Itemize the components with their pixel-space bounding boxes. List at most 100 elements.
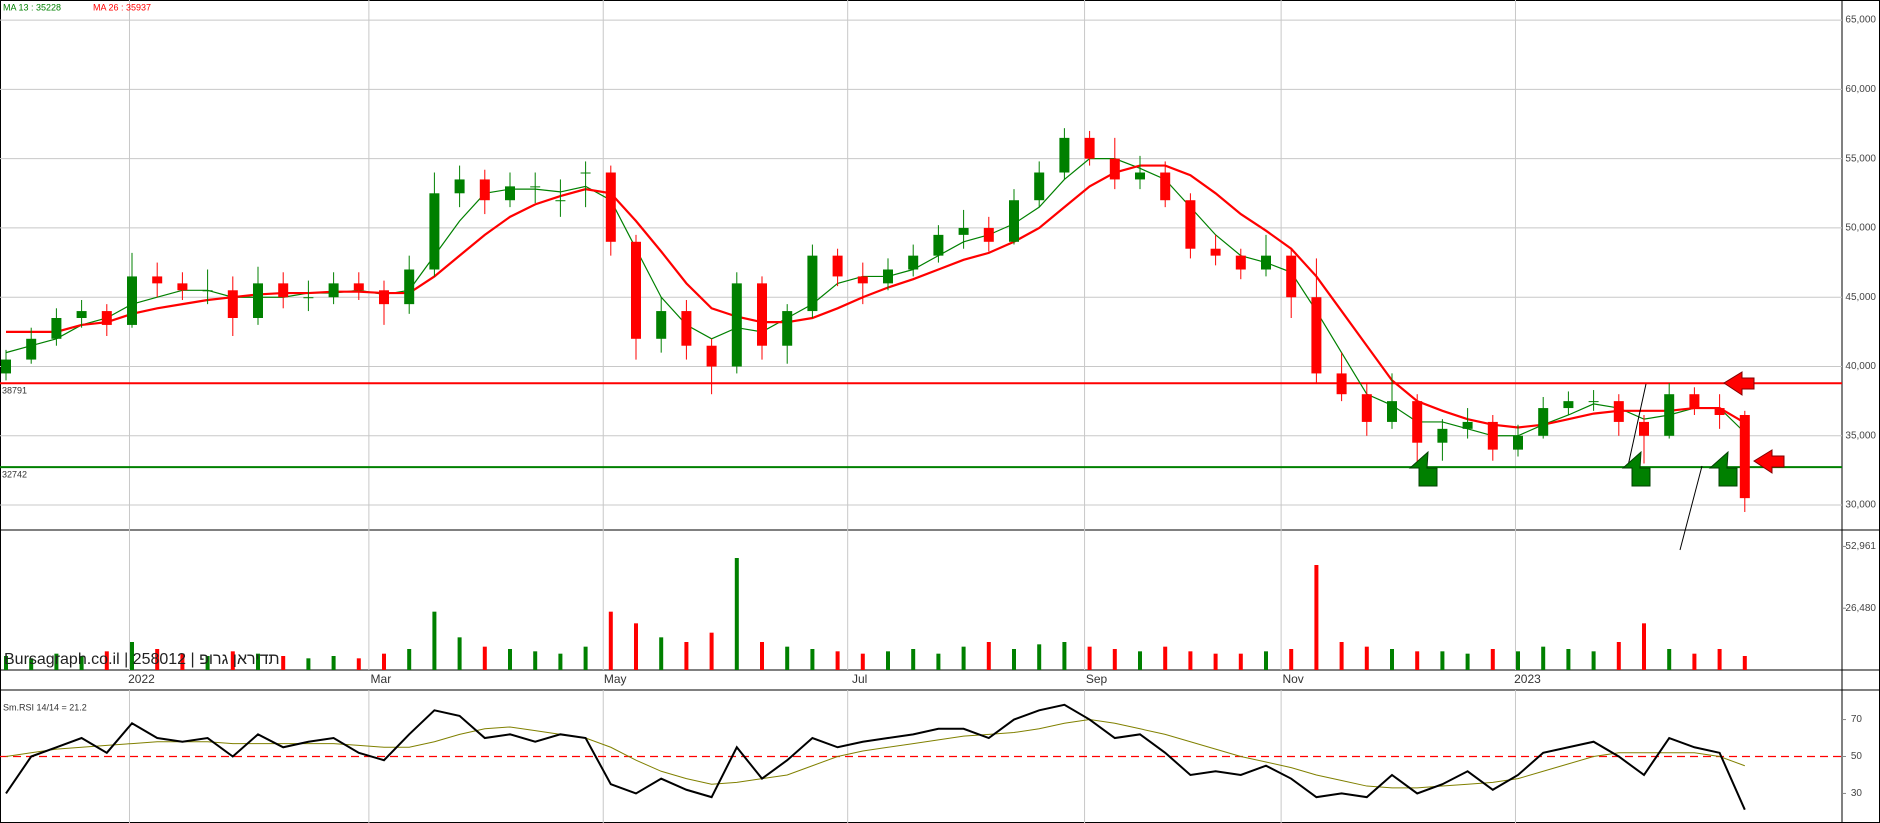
volume-bar — [1490, 649, 1495, 670]
x-tick-label: 2023 — [1514, 672, 1541, 686]
left-arrow — [1723, 371, 1755, 396]
candle-body — [1739, 414, 1750, 499]
candle-body — [51, 318, 62, 339]
volume-bar — [205, 656, 210, 670]
candle-body — [706, 345, 717, 367]
candle-body — [505, 186, 515, 201]
candle-body — [1588, 401, 1599, 403]
y-tick-label: 55,000 — [1845, 153, 1876, 164]
volume-bar — [1364, 646, 1369, 670]
y-tick-label: 52,961 — [1845, 541, 1876, 552]
volume-bar — [79, 656, 84, 670]
y-tick-label: 50 — [1851, 751, 1863, 762]
volume-bar — [180, 653, 185, 670]
candle-body — [555, 200, 566, 202]
volume-bar — [1616, 642, 1621, 670]
volume-bar — [1087, 646, 1092, 670]
volume-bar — [1238, 653, 1243, 670]
candle-body — [656, 311, 667, 339]
rsi-label: Sm.RSI 14/14 = 21.2 — [3, 702, 87, 712]
candle-body — [1235, 255, 1246, 270]
volume-bar — [1213, 653, 1218, 670]
volume-bar — [1742, 656, 1747, 670]
y-tick-label: 65,000 — [1845, 15, 1876, 26]
volume-bar — [1692, 653, 1697, 670]
volume-bar — [835, 651, 840, 670]
volume-bar — [356, 658, 361, 670]
candle-body — [1437, 428, 1448, 443]
candle-body — [1689, 394, 1700, 409]
up-arrow — [1708, 450, 1738, 487]
candle-body — [1412, 401, 1423, 443]
volume-bar — [331, 656, 336, 670]
candle-body — [1009, 200, 1019, 242]
volume-bar — [1541, 646, 1546, 670]
volume-bar — [54, 653, 59, 670]
candle-body — [1336, 373, 1347, 395]
volume-bar — [608, 611, 613, 670]
volume-bar — [482, 646, 487, 670]
y-tick-label: 30 — [1851, 788, 1863, 799]
volume-bar — [684, 642, 689, 670]
volume-bar — [986, 642, 991, 670]
candle-body — [101, 311, 112, 325]
candle-body — [1185, 200, 1196, 249]
candle-body — [1664, 394, 1675, 436]
candle-body — [1462, 421, 1473, 429]
volume-bar — [709, 632, 714, 670]
candle-body — [353, 283, 364, 291]
candle-body — [908, 255, 919, 270]
volume-bar — [734, 558, 739, 670]
y-tick-label: 40,000 — [1845, 361, 1876, 372]
volume-bar — [634, 623, 638, 670]
candle-body — [1059, 137, 1070, 173]
volume-bar — [936, 653, 941, 670]
volume-bar — [1339, 642, 1344, 670]
volume-bar — [886, 651, 890, 670]
volume-bar — [508, 649, 512, 670]
volume-bar — [1037, 644, 1042, 670]
x-tick-label: 2022 — [128, 672, 155, 686]
volume-bar — [785, 646, 790, 670]
volume-bar — [1138, 651, 1142, 670]
candle-body — [328, 283, 339, 298]
volume-bar — [583, 646, 588, 670]
candle-body — [1311, 297, 1322, 374]
watermark: Bursagraph.co.il | 258012 | תדיראן גרופ — [4, 651, 280, 668]
candle-body — [933, 234, 944, 256]
candle-body — [1135, 172, 1145, 180]
x-tick-label: Jul — [852, 672, 867, 686]
volume-bar — [961, 646, 966, 670]
candle-body — [1639, 421, 1649, 436]
candle-body — [1361, 394, 1372, 422]
volume-bar — [659, 637, 664, 670]
y-tick-label: 50,000 — [1845, 223, 1876, 234]
y-tick-label: 26,480 — [1845, 603, 1876, 614]
candle-body — [1563, 401, 1574, 409]
candle-body — [1109, 158, 1120, 180]
candle-body — [253, 283, 263, 318]
volume-bar — [256, 653, 260, 670]
volume-bar — [1465, 653, 1470, 670]
trend-line — [1679, 465, 1703, 551]
candle-body — [1613, 401, 1624, 422]
volume-bar — [1112, 649, 1117, 670]
trend-line — [1627, 383, 1647, 467]
candle-body — [379, 290, 389, 305]
volume-bar — [457, 637, 462, 670]
volume-bar — [1440, 651, 1445, 670]
candle-body — [681, 311, 692, 346]
candle-body — [1387, 401, 1397, 422]
candle-body — [1160, 172, 1171, 201]
y-tick-label: 70 — [1851, 714, 1863, 725]
candle-body — [1714, 408, 1725, 415]
candle-body — [152, 276, 163, 284]
volume-bar — [1516, 651, 1520, 670]
volume-bar — [1163, 646, 1168, 670]
candle-body — [278, 283, 289, 298]
y-tick-label: 60,000 — [1845, 84, 1876, 95]
volume-bar — [1667, 649, 1672, 670]
candle-body — [1261, 255, 1271, 270]
volume-bar — [1642, 623, 1646, 670]
